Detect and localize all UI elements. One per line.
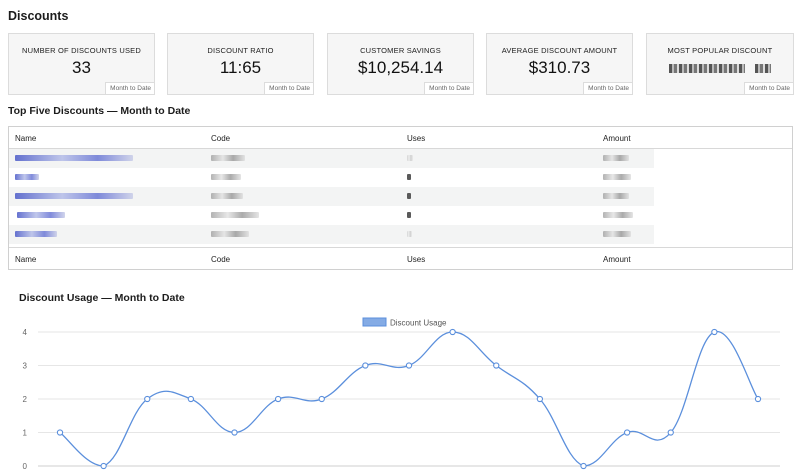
redacted-amount [603,193,629,199]
column-footer-amount: Amount [603,255,631,264]
data-point[interactable] [667,429,674,436]
chart-title: Discount Usage — Month to Date [19,292,185,304]
data-point[interactable] [754,395,762,403]
data-point[interactable] [362,362,369,369]
kpi-card-customer-savings: Customer Savings $10,254.14 Month to Dat… [327,33,474,95]
column-footer-code: Code [211,255,231,264]
redacted-uses [407,212,411,218]
redacted-text [668,64,745,74]
kpi-card-most-popular: Most Popular Discount Month to Date [646,33,794,95]
top-discounts-title: Top Five Discounts — Month to Date [8,105,191,117]
redacted-code [211,231,249,237]
y-tick-label: 2 [23,395,28,404]
data-point[interactable] [318,395,325,403]
redacted-uses [407,231,412,237]
redacted-uses [407,174,411,180]
y-tick-label: 4 [23,328,28,337]
redacted-code [211,155,245,161]
table-row [9,168,654,187]
redacted-amount [603,231,631,237]
data-point[interactable] [623,429,631,436]
kpi-period: Month to Date [105,82,155,95]
redacted-code [211,212,259,218]
redacted-uses [407,193,411,199]
redacted-amount [603,155,629,161]
data-point[interactable] [449,328,456,336]
kpi-label: Number of Discounts Used [22,46,141,55]
data-point[interactable] [56,429,64,436]
redacted-code [211,174,241,180]
y-tick-label: 0 [23,462,28,471]
table-footer: Name Code Uses Amount [9,247,792,269]
redacted-uses [407,155,413,161]
page-title: Discounts [8,9,69,23]
redacted-amount [603,212,633,218]
column-header-code[interactable]: Code [211,134,231,143]
kpi-value-redacted [647,58,793,78]
legend-swatch [362,317,387,327]
redacted-discount-name[interactable] [15,174,39,180]
table-row [9,206,654,225]
data-point[interactable] [274,395,282,403]
table-row [9,225,654,244]
y-axis-ticks: 0 1 2 3 4 [23,328,28,471]
redacted-text [755,64,772,74]
chart-grid [38,331,780,467]
table-row [9,187,654,206]
data-point[interactable] [536,395,544,403]
column-footer-uses: Uses [407,255,426,264]
kpi-period: Month to Date [583,82,633,95]
kpi-value: 33 [72,58,91,77]
kpi-label: Average Discount Amount [501,46,618,55]
top-discounts-table: Name Code Uses Amount Name Code Uses [8,126,793,270]
column-header-amount[interactable]: Amount [603,134,631,143]
column-footer-name: Name [15,255,37,264]
table-row [9,149,654,168]
kpi-label: Customer Savings [360,46,441,55]
chart-legend[interactable]: Discount Usage [362,317,447,328]
data-point[interactable] [231,429,238,436]
column-header-uses[interactable]: Uses [407,134,426,143]
redacted-amount [603,174,631,180]
kpi-period: Month to Date [424,82,474,95]
table-header: Name Code Uses Amount [9,127,792,149]
kpi-label: Discount Ratio [207,46,274,55]
data-point[interactable] [711,328,718,336]
data-point[interactable] [100,462,107,470]
kpi-period: Month to Date [744,82,794,95]
kpi-period: Month to Date [264,82,314,95]
kpi-value: 11:65 [219,58,262,77]
data-point[interactable] [405,362,413,369]
redacted-discount-name[interactable] [17,212,65,218]
redacted-discount-name[interactable] [15,155,133,161]
kpi-value: $310.73 [528,58,591,77]
kpi-value: $10,254.14 [357,58,444,77]
kpi-card-discount-ratio: Discount Ratio 11:65 Month to Date [167,33,314,95]
column-header-name[interactable]: Name [15,134,37,143]
data-point[interactable] [187,395,195,403]
y-tick-label: 3 [23,362,28,371]
redacted-discount-name[interactable] [15,231,57,237]
redacted-code [211,193,243,199]
redacted-discount-name[interactable] [15,193,133,199]
kpi-card-average-discount: Average Discount Amount $310.73 Month to… [486,33,633,95]
series-line-discount-usage [59,331,759,467]
legend-label: Discount Usage [390,319,447,328]
y-tick-label: 1 [23,429,28,438]
data-point[interactable] [493,362,500,369]
series-points [56,328,762,470]
kpi-card-discounts-used: Number of Discounts Used 33 Month to Dat… [8,33,155,95]
kpi-label: Most Popular Discount [667,46,773,55]
data-point[interactable] [144,395,151,403]
data-point[interactable] [580,462,587,470]
